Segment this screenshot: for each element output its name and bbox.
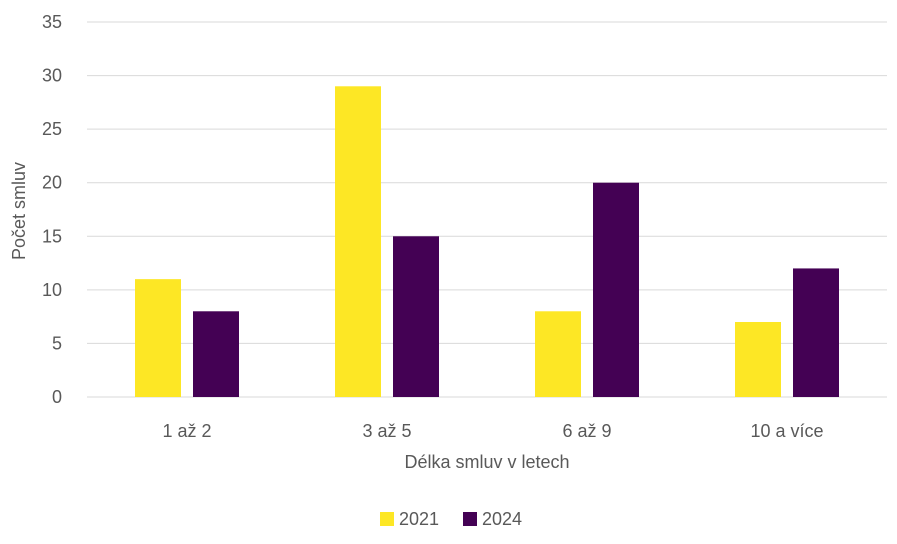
bar-2024-3 bbox=[793, 268, 839, 397]
bar-2021-1 bbox=[335, 86, 381, 398]
bar-2024-1 bbox=[393, 236, 439, 397]
x-tick-label: 1 až 2 bbox=[162, 421, 211, 441]
y-axis-title: Počet smluv bbox=[9, 162, 29, 260]
y-tick-label: 0 bbox=[52, 387, 62, 407]
y-axis-ticks: 0 5 10 15 20 25 30 35 bbox=[42, 12, 62, 407]
legend-swatch-2024 bbox=[463, 512, 477, 526]
legend-label-2024: 2024 bbox=[482, 509, 522, 529]
bar-2024-2 bbox=[593, 182, 639, 397]
y-tick-label: 5 bbox=[52, 333, 62, 353]
bar-2021-3 bbox=[735, 322, 781, 397]
legend-label-2021: 2021 bbox=[399, 509, 439, 529]
x-axis-title: Délka smluv v letech bbox=[404, 452, 569, 472]
y-tick-label: 35 bbox=[42, 12, 62, 32]
bars bbox=[135, 86, 839, 398]
y-tick-label: 10 bbox=[42, 280, 62, 300]
bar-2021-2 bbox=[535, 311, 581, 397]
bar-2021-0 bbox=[135, 279, 181, 397]
y-tick-label: 15 bbox=[42, 226, 62, 246]
legend-swatch-2021 bbox=[380, 512, 394, 526]
x-tick-label: 6 až 9 bbox=[562, 421, 611, 441]
y-tick-label: 25 bbox=[42, 119, 62, 139]
y-tick-label: 20 bbox=[42, 173, 62, 193]
x-axis-ticks: 1 až 2 3 až 5 6 až 9 10 a více bbox=[162, 421, 823, 441]
bar-2024-0 bbox=[193, 311, 239, 397]
y-tick-label: 30 bbox=[42, 66, 62, 86]
legend: 2021 2024 bbox=[380, 509, 522, 529]
x-tick-label: 10 a více bbox=[750, 421, 823, 441]
x-tick-label: 3 až 5 bbox=[362, 421, 411, 441]
